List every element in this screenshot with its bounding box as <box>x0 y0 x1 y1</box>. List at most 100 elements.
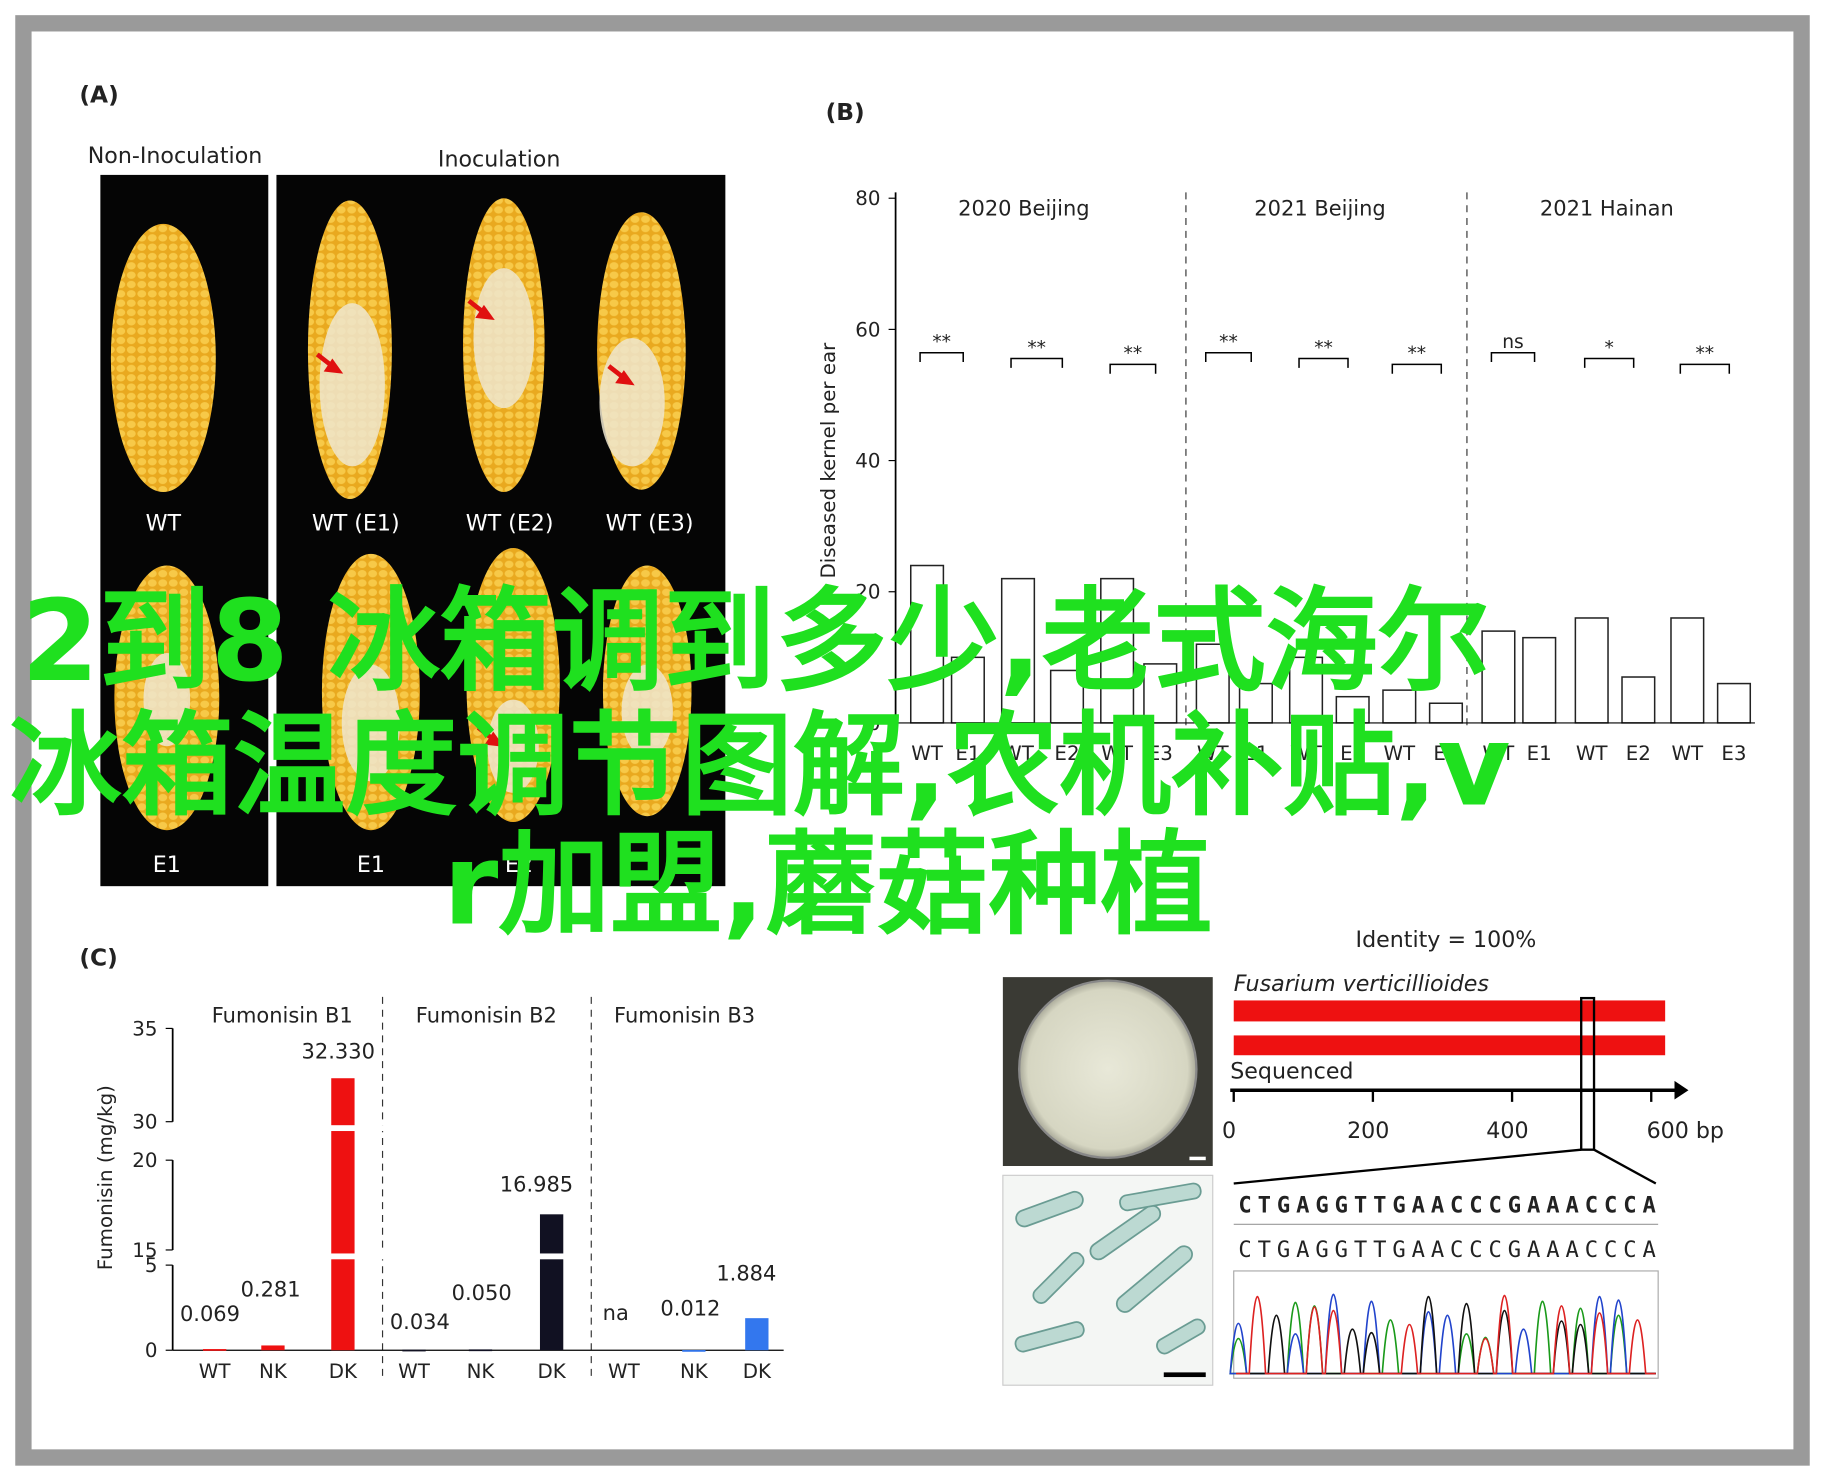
ear-label: WT (E2) <box>466 511 554 537</box>
arrow <box>315 352 344 374</box>
bar <box>1143 663 1178 724</box>
x-tick-label: WT <box>1101 742 1134 765</box>
infection <box>621 664 673 758</box>
y-tick-label: 40 <box>855 450 880 473</box>
sig-bracket <box>1109 363 1157 374</box>
zoom-line <box>1593 1148 1657 1185</box>
infection <box>143 652 191 747</box>
x-tick-label: WT <box>1483 742 1516 765</box>
value-label: 1.884 <box>716 1261 776 1285</box>
bar <box>682 1350 706 1352</box>
group-label: Non-Inoculation <box>88 143 263 169</box>
petri-dish <box>1018 979 1198 1160</box>
bar <box>1100 577 1135 724</box>
y-tick-label: 0 <box>145 1339 158 1362</box>
bar <box>1621 676 1656 724</box>
x-tick-label: E1 <box>1243 742 1268 765</box>
group-title: 2021 Hainan <box>1540 197 1674 221</box>
trace <box>1229 1293 1656 1375</box>
x-tick-label: E2 <box>1340 742 1365 765</box>
x-tick-label: DK <box>537 1360 566 1383</box>
x-tick-label: E3 <box>1721 742 1746 765</box>
y-tick-label: 20 <box>132 1149 157 1172</box>
y-tick-label: 5 <box>145 1254 158 1277</box>
x-tick-label: NK <box>467 1360 496 1383</box>
bar <box>745 1318 769 1351</box>
value-label: 0.012 <box>660 1296 720 1320</box>
x-tick-label: E1 <box>1527 742 1552 765</box>
x-tick-label: NK <box>259 1360 288 1383</box>
group-title: 2020 Beijing <box>958 197 1089 221</box>
x-tick-label: WT <box>398 1360 431 1383</box>
axis-break <box>326 1125 572 1132</box>
arrow-head <box>1674 1080 1689 1100</box>
x-tick-label: DK <box>329 1360 358 1383</box>
y-tick-label: 30 <box>132 1111 157 1134</box>
sig-label: ** <box>1314 338 1333 359</box>
bar <box>909 564 945 724</box>
x-tick-label: WT <box>1671 742 1704 765</box>
x-tick-label: E2 <box>1054 742 1079 765</box>
bar <box>402 1349 426 1352</box>
arrow <box>476 725 505 747</box>
caption-line: 冰箱温度调节图解,农机补贴,v <box>9 702 1510 832</box>
ear-label: E2 <box>505 852 533 878</box>
bar <box>1238 682 1273 724</box>
sig-bracket <box>1298 357 1349 368</box>
trace <box>1229 1300 1656 1375</box>
x-tick-label: E2 <box>1626 742 1651 765</box>
bar <box>1716 682 1752 724</box>
infection <box>487 699 539 793</box>
arrow <box>607 364 635 386</box>
selection <box>1580 996 1596 1151</box>
x-tick-label: WT <box>608 1360 641 1383</box>
y-tick-label: 60 <box>855 318 880 341</box>
group-title: Fumonisin B1 <box>212 1004 353 1028</box>
x-tick-label: 0 <box>1222 1118 1236 1144</box>
group-title: 2021 Beijing <box>1254 197 1385 221</box>
panel-c: (C) Fumonisin (mg/kg) 0 515 20 30 35 Fumonisi… <box>79 944 784 1383</box>
trace <box>1236 1294 1656 1375</box>
x-tick-label: WT <box>1576 742 1609 765</box>
sig-label: ns <box>1502 332 1524 353</box>
y-axis-label: Diseased kernel per ear <box>817 342 840 579</box>
x-tick-label: 200 <box>1347 1118 1389 1144</box>
sig-label: ** <box>1219 332 1238 353</box>
ear-label: WT <box>146 511 182 537</box>
sig-bracket <box>919 351 964 363</box>
value-label: 16.985 <box>500 1173 573 1197</box>
sequenced-label: Sequenced <box>1230 1059 1353 1085</box>
sig-bracket <box>1391 363 1443 374</box>
ear-label: E1 <box>357 852 385 878</box>
x-tick-label: E3 <box>1433 742 1458 765</box>
x-tick-label: WT <box>911 742 944 765</box>
value-label: 0.050 <box>452 1281 512 1305</box>
group-title: Fumonisin B2 <box>416 1004 557 1028</box>
ear-label: WT (E1) <box>312 511 400 537</box>
identity: Identity = 100% <box>1356 927 1537 953</box>
sig-bracket <box>1204 351 1252 363</box>
y-tick-label: 0 <box>868 712 881 735</box>
sig-bracket <box>1679 363 1731 374</box>
infection <box>319 303 385 467</box>
axis-break <box>326 1253 572 1260</box>
sig-label: * <box>1605 338 1614 359</box>
sig-label: ** <box>932 332 951 353</box>
bar <box>950 656 985 724</box>
panel-b: (B) Diseased kernel per ear 0 20 40 60 80 202… <box>817 99 1755 765</box>
group-label: Inoculation <box>438 147 560 173</box>
scale-bar <box>1189 1156 1206 1161</box>
bar <box>1481 630 1516 724</box>
panel-d: Identity = 100% Fusarium verticillioides… <box>1002 927 1724 1386</box>
x-tick-label: WT <box>1383 742 1416 765</box>
sequence-bar <box>1233 1000 1666 1022</box>
caption-line: 2到8 冰箱调到多少,老式海尔 <box>21 577 1489 707</box>
value-label: 0.281 <box>241 1278 301 1302</box>
sig-label: ** <box>1027 338 1046 359</box>
sig-bracket <box>1583 357 1635 368</box>
x-tick-label: E1 <box>955 742 980 765</box>
x-tick-label: E3 <box>1148 742 1173 765</box>
